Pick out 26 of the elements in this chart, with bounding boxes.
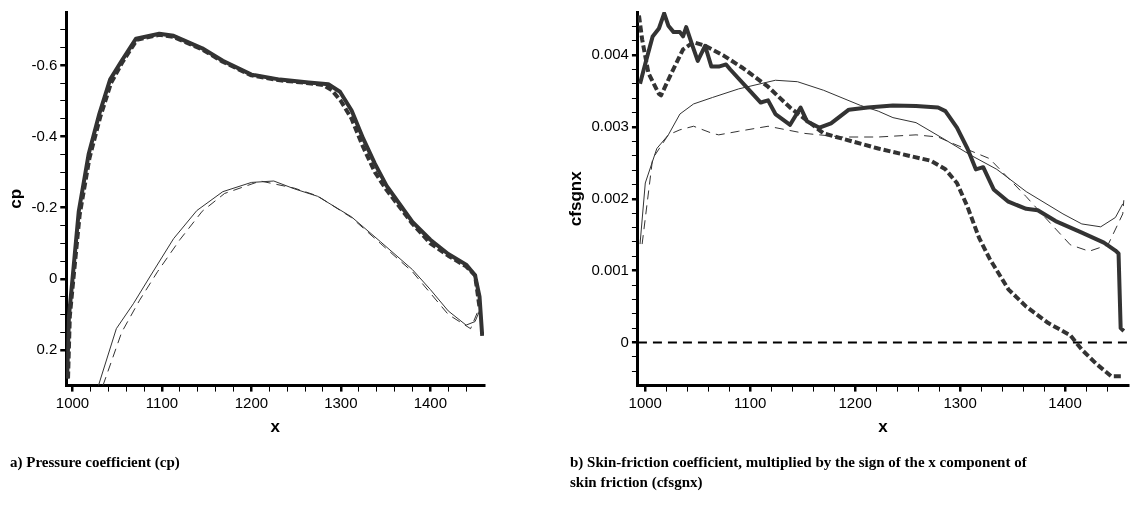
x-tick-label: 1400	[413, 393, 448, 411]
y-axis-title: cp	[5, 188, 25, 209]
x-axis-title: x	[878, 417, 889, 437]
y-tick-label: -0.6	[31, 55, 58, 73]
y-tick-label: 0	[48, 269, 58, 286]
x-axis-title: x	[270, 417, 281, 437]
y-tick-label: 0.2	[36, 340, 58, 358]
x-tick-label: 1000	[55, 393, 90, 411]
y-tick-label: 0.001	[591, 260, 629, 278]
y-tick-label: -0.4	[31, 126, 58, 144]
x-tick-label: 1300	[324, 393, 358, 411]
x-tick-label: 1200	[838, 393, 872, 411]
x-tick-label: 1100	[734, 393, 767, 411]
y-tick-label: 0.004	[591, 45, 629, 63]
x-tick-label: 1400	[1048, 393, 1082, 411]
x-tick-label: 1200	[234, 393, 269, 411]
text: a) Pressure coefficient (cp)	[10, 453, 181, 472]
x-tick-label: 1100	[145, 393, 179, 411]
text: b) Skin-friction coefficient, multiplied by the sign of the x component of skin friction (cfsgnx)	[570, 453, 1028, 492]
y-tick-label: 0.003	[591, 117, 629, 135]
y-tick-label: 0.002	[591, 188, 629, 206]
y-axis-title: cfsgnx	[565, 170, 585, 227]
x-tick-label: 1300	[943, 393, 977, 411]
y-tick-label: -0.2	[31, 197, 58, 215]
y-tick-label: 0	[620, 332, 629, 350]
x-tick-label: 1000	[628, 393, 662, 411]
